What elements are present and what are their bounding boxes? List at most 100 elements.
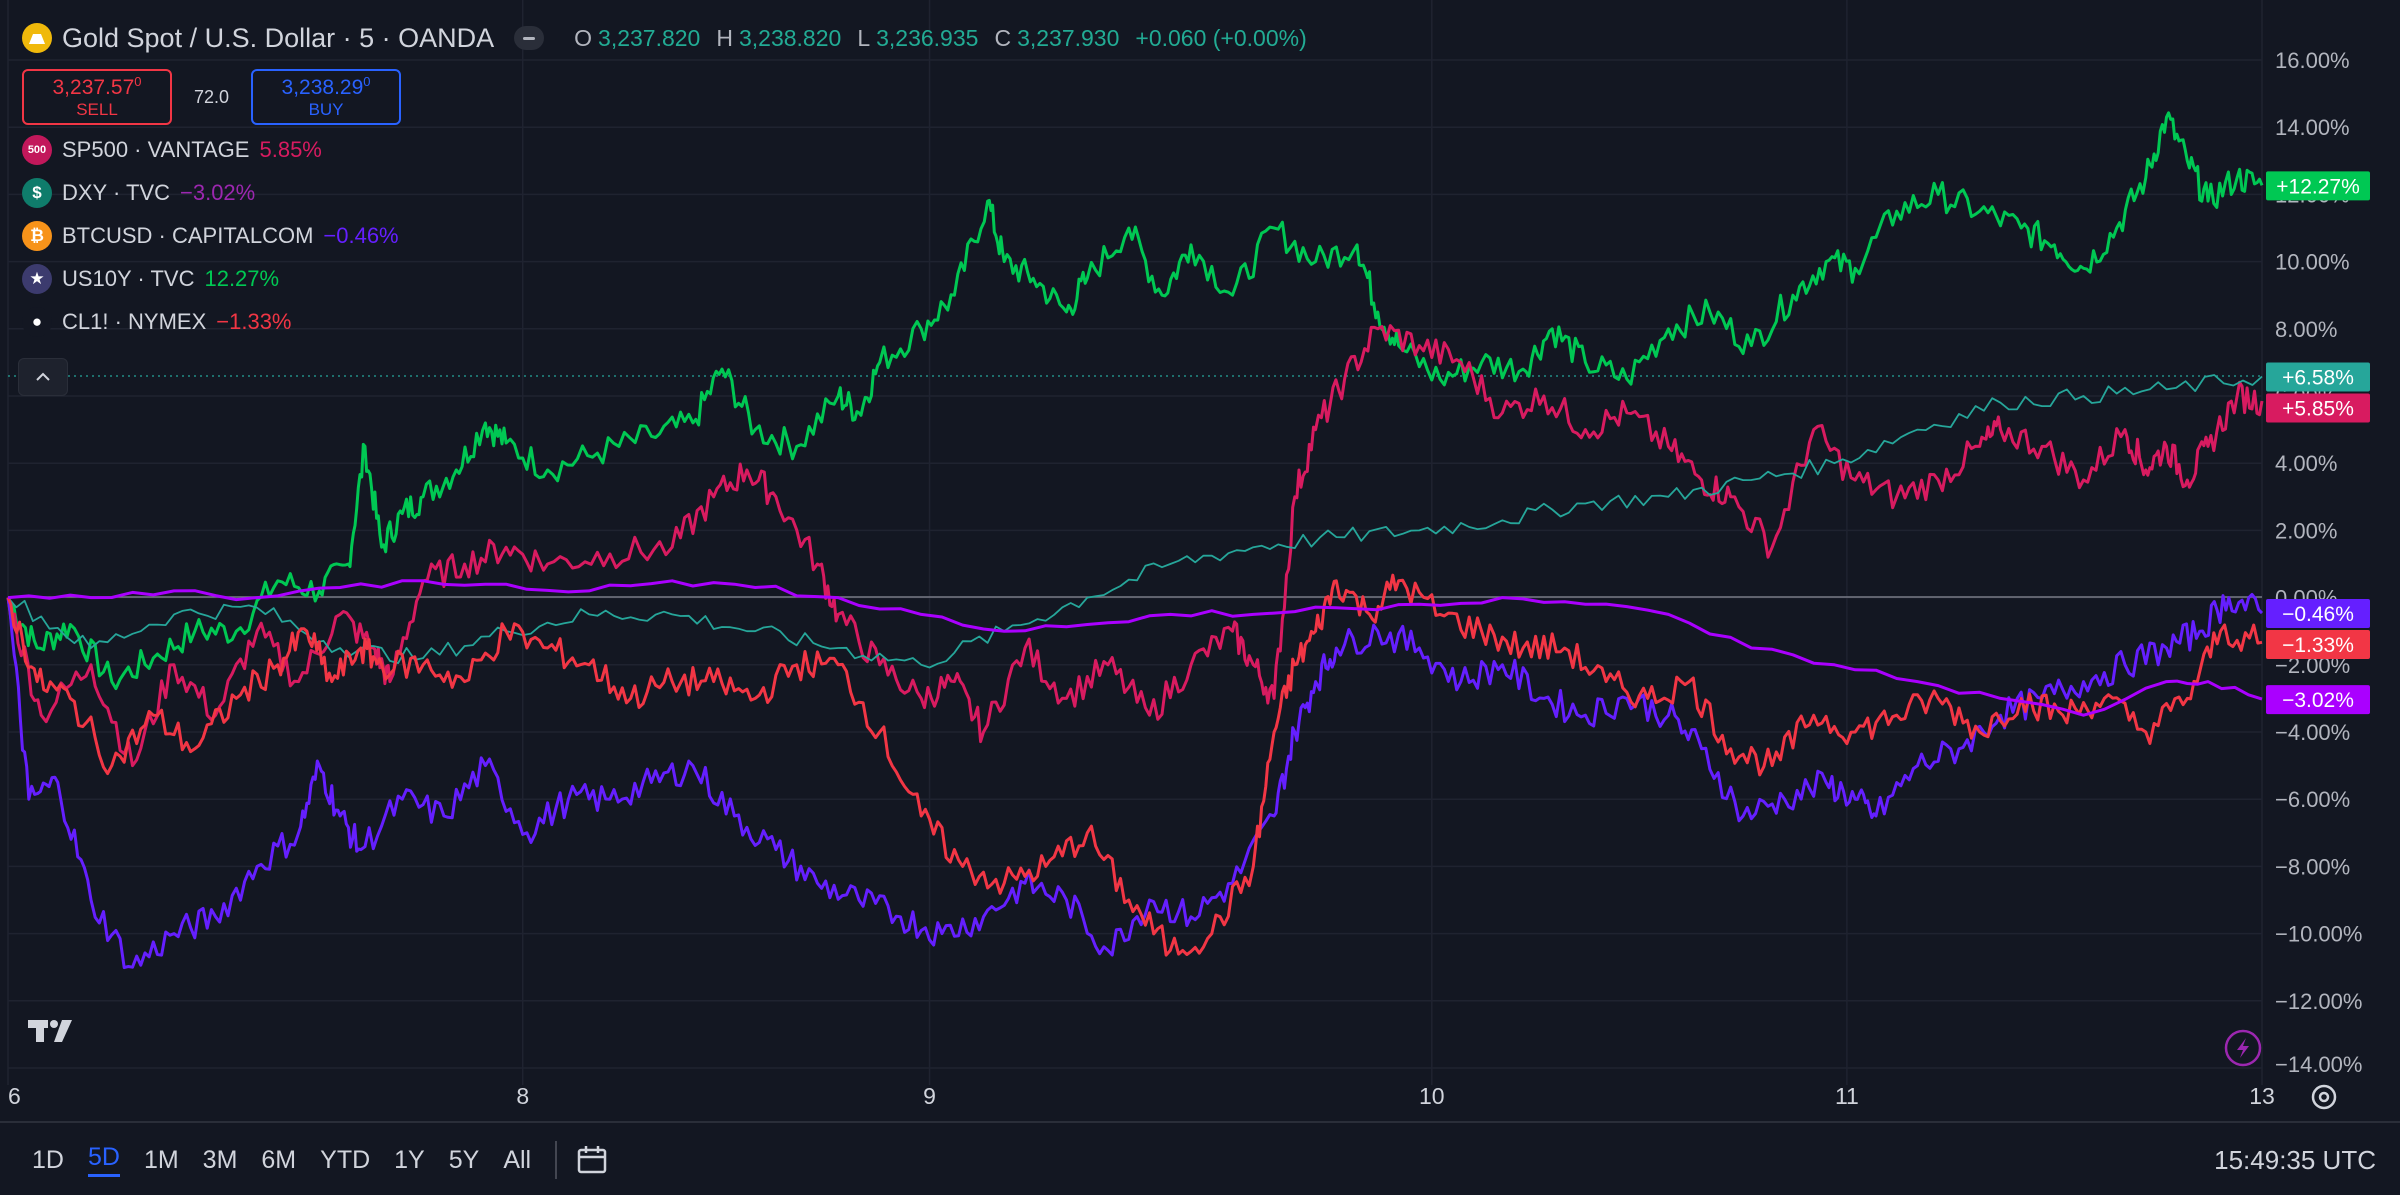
y-tick-label: 14.00% xyxy=(2275,115,2350,140)
close-label: C xyxy=(994,24,1012,51)
comparison-row[interactable]: 500 SP500 · VANTAGE 5.85% xyxy=(22,128,1317,171)
sell-label: SELL xyxy=(76,99,118,119)
gold-icon xyxy=(22,23,52,53)
sell-button[interactable]: 3,237.570 SELL xyxy=(22,69,172,125)
comparison-name: DXY · TVC xyxy=(62,179,170,205)
gear-icon[interactable] xyxy=(2311,1084,2337,1110)
comparison-name: BTCUSD · CAPITALCOM xyxy=(62,222,314,248)
x-tick-label: 10 xyxy=(1419,1083,1445,1109)
x-tick-label: 9 xyxy=(923,1083,936,1109)
collapse-legend-button[interactable] xyxy=(514,26,545,50)
spread-value: 72.0 xyxy=(194,86,230,107)
last-value-text: −0.46% xyxy=(2282,603,2354,626)
last-value-badge xyxy=(2266,362,2370,392)
symbol-title[interactable]: Gold Spot / U.S. Dollar · 5 · OANDA xyxy=(62,22,495,53)
y-tick-label: −8.00% xyxy=(2275,854,2350,879)
symbol-icon: ★ xyxy=(22,263,52,294)
buy-label: BUY xyxy=(308,99,344,119)
range-button[interactable]: 5D xyxy=(87,1143,120,1177)
series-line[interactable] xyxy=(6,593,2264,970)
range-button[interactable]: 6M xyxy=(261,1145,297,1174)
y-tick-label: 16.00% xyxy=(2275,48,2350,73)
chevron-up-icon xyxy=(36,372,50,381)
x-tick-label: 6 xyxy=(8,1083,21,1109)
comparison-value: 5.85% xyxy=(259,136,322,162)
low-label: L xyxy=(857,24,871,51)
high-value: 3,238.820 xyxy=(738,24,842,51)
comparison-value: 12.27% xyxy=(204,265,280,291)
change-value: +0.060 (+0.00%) xyxy=(1135,24,1307,51)
buy-price-sup: 0 xyxy=(363,73,371,89)
last-value-text: +6.58% xyxy=(2282,367,2354,390)
series-line[interactable] xyxy=(7,579,2263,717)
last-value-labels: +12.27% +6.58% +5.85% −0.46% −1.33% −3.02% xyxy=(2266,171,2370,715)
y-tick-label: 4.00% xyxy=(2275,451,2337,476)
y-tick-label: −12.00% xyxy=(2275,989,2362,1014)
last-value-text: −3.02% xyxy=(2282,689,2354,712)
series-line[interactable] xyxy=(6,324,2264,768)
last-value-badge xyxy=(2266,630,2370,660)
symbol-icon: ₿ xyxy=(22,220,52,251)
range-button[interactable]: YTD xyxy=(320,1145,371,1174)
comparison-name: US10Y · TVC xyxy=(62,265,195,291)
range-button[interactable]: All xyxy=(503,1145,532,1174)
x-tick-label: 8 xyxy=(516,1083,529,1109)
y-tick-label: 8.00% xyxy=(2275,317,2337,342)
series-line[interactable] xyxy=(7,374,2263,669)
goto-date-icon[interactable] xyxy=(575,1144,611,1176)
comparison-row[interactable]: $ DXY · TVC −3.02% xyxy=(22,171,1317,214)
clock[interactable]: 15:49:35 UTC xyxy=(2214,1144,2376,1175)
sell-price-sup: 0 xyxy=(134,73,142,89)
comparison-row[interactable]: ₿ BTCUSD · CAPITALCOM −0.46% xyxy=(22,214,1317,257)
trade-panel: 3,237.570 SELL 72.0 3,238.290 BUY xyxy=(22,66,1317,128)
x-tick-label: 11 xyxy=(1835,1083,1859,1109)
buy-button[interactable]: 3,238.290 BUY xyxy=(251,69,402,125)
last-value-text: +5.85% xyxy=(2282,398,2354,421)
chart-series[interactable] xyxy=(6,111,2264,970)
y-tick-label: −14.00% xyxy=(2275,1052,2362,1077)
open-value: 3,237.820 xyxy=(598,24,701,51)
legend: Gold Spot / U.S. Dollar · 5 · OANDA O 3,2… xyxy=(22,14,1317,343)
range-button[interactable]: 1D xyxy=(32,1145,64,1174)
range-selector: 1D 5D 1M 3M 6M YTD 1Y 5Y All xyxy=(32,1125,611,1195)
lightning-icon[interactable] xyxy=(2224,1029,2262,1067)
comparison-name: CL1! · NYMEX xyxy=(62,308,207,334)
x-tick-label: 13 xyxy=(2249,1083,2275,1109)
y-tick-label: −6.00% xyxy=(2275,787,2350,812)
last-value-text: −1.33% xyxy=(2282,634,2354,657)
sell-price: 3,237.57 xyxy=(52,75,135,99)
tradingview-logo[interactable] xyxy=(28,1020,72,1042)
y-tick-label: −4.00% xyxy=(2275,720,2350,745)
toolbar-separator xyxy=(555,1141,558,1179)
comparison-list: 500 SP500 · VANTAGE 5.85% $ DXY · TVC −3.02% ₿… xyxy=(22,128,1317,343)
last-value-text: +12.27% xyxy=(2276,175,2360,198)
comparison-value: −1.33% xyxy=(216,308,292,334)
range-button[interactable]: 5Y xyxy=(448,1145,480,1174)
close-value: 3,237.930 xyxy=(1017,24,1120,51)
comparison-value: −0.46% xyxy=(323,222,399,248)
symbol-icon: ● xyxy=(22,306,52,337)
y-tick-label: 2.00% xyxy=(2275,518,2337,543)
expand-legend-button[interactable] xyxy=(18,358,68,396)
x-axis[interactable]: 6 8 9 10 11 13 xyxy=(8,1083,2275,1109)
main-symbol-row[interactable]: Gold Spot / U.S. Dollar · 5 · OANDA O 3,2… xyxy=(22,14,1317,62)
series-line[interactable] xyxy=(6,111,2264,691)
buy-price: 3,238.29 xyxy=(281,75,364,99)
last-value-badge xyxy=(2266,393,2370,423)
low-value: 3,236.935 xyxy=(876,24,979,51)
range-button[interactable]: 3M xyxy=(202,1145,238,1174)
comparison-value: −3.02% xyxy=(180,179,256,205)
range-button[interactable]: 1Y xyxy=(394,1145,425,1174)
last-value-badge xyxy=(2266,599,2370,629)
symbol-icon: $ xyxy=(22,177,52,208)
open-label: O xyxy=(574,24,593,51)
y-tick-label: 10.00% xyxy=(2275,250,2350,275)
y-tick-label: −10.00% xyxy=(2275,922,2362,947)
high-label: H xyxy=(716,24,733,51)
comparison-row[interactable]: ★ US10Y · TVC 12.27% xyxy=(22,257,1317,300)
comparison-row[interactable]: ● CL1! · NYMEX −1.33% xyxy=(22,300,1317,343)
series-line[interactable] xyxy=(6,573,2263,957)
symbol-icon: 500 xyxy=(22,134,52,165)
range-button[interactable]: 1M xyxy=(143,1145,179,1174)
